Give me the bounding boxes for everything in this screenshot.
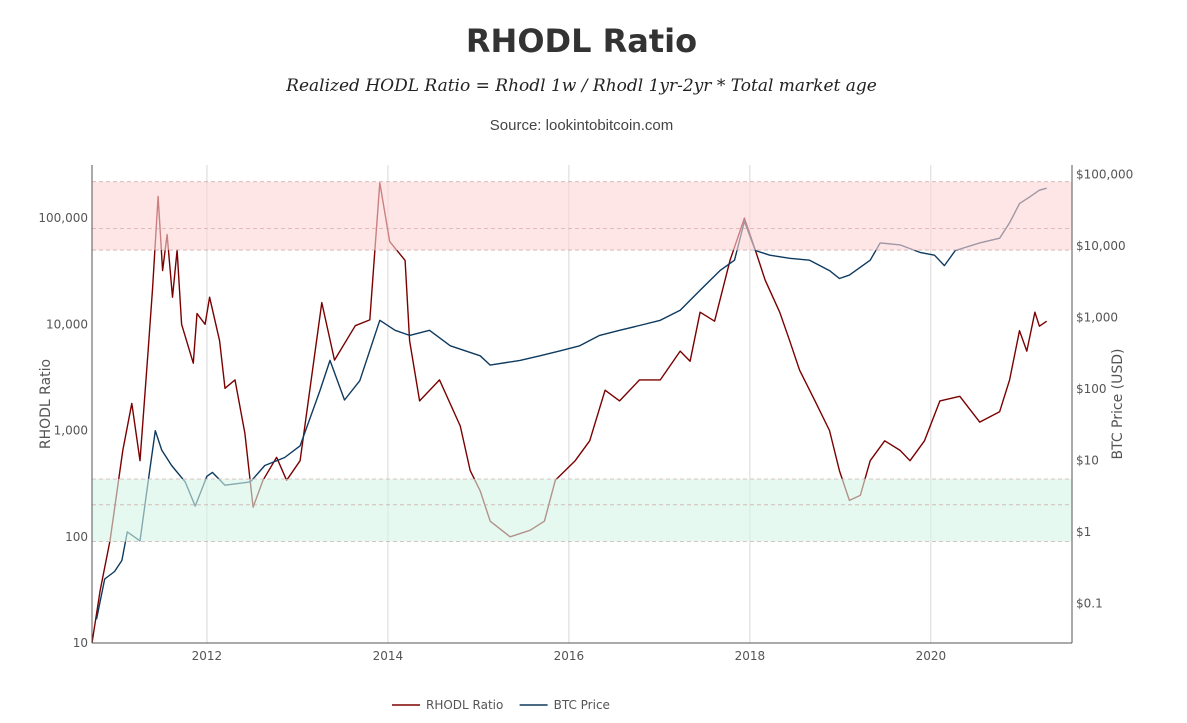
x-tick-label: 2018: [735, 649, 766, 663]
y2-tick-label: $10: [1076, 453, 1099, 467]
y-tick-label: 100,000: [38, 211, 88, 225]
y-tick-label: 10,000: [46, 317, 88, 331]
x-tick-label: 2020: [916, 649, 947, 663]
y-tick-label: 1,000: [54, 424, 88, 438]
axes: 2012 2014 2016 2018 2020 10 100 1,000 10,000 100,…: [38, 165, 1133, 663]
y2-tick-label: $0.1: [1076, 596, 1103, 610]
y-tick-label: 100: [65, 530, 88, 544]
y2-tick-label: $1: [1076, 525, 1091, 539]
bands: [92, 181, 1072, 543]
legend-label: RHODL Ratio: [426, 698, 503, 712]
chart-title: RHODL Ratio: [465, 22, 698, 60]
y2-tick-label: $1,000: [1076, 310, 1118, 324]
x-tick-label: 2016: [554, 649, 585, 663]
band-overvalued: [92, 181, 1072, 251]
y2-axis-label: BTC Price (USD): [1110, 348, 1126, 459]
y2-tick-label: $100: [1076, 382, 1107, 396]
chart-subtitle: Realized HODL Ratio = Rhodl 1w / Rhodl 1…: [286, 76, 877, 96]
x-tick-label: 2012: [192, 649, 223, 663]
y-tick-label: 10: [73, 636, 88, 650]
y-axis-label: RHODL Ratio: [38, 359, 54, 449]
x-tick-label: 2014: [373, 649, 404, 663]
legend: RHODL Ratio BTC Price: [392, 698, 610, 712]
chart-source: Source: lookintobitcoin.com: [489, 117, 674, 134]
legend-label: BTC Price: [554, 698, 610, 712]
y2-tick-label: $10,000: [1076, 239, 1126, 253]
band-undervalued: [92, 478, 1072, 542]
y2-tick-label: $100,000: [1076, 167, 1133, 181]
